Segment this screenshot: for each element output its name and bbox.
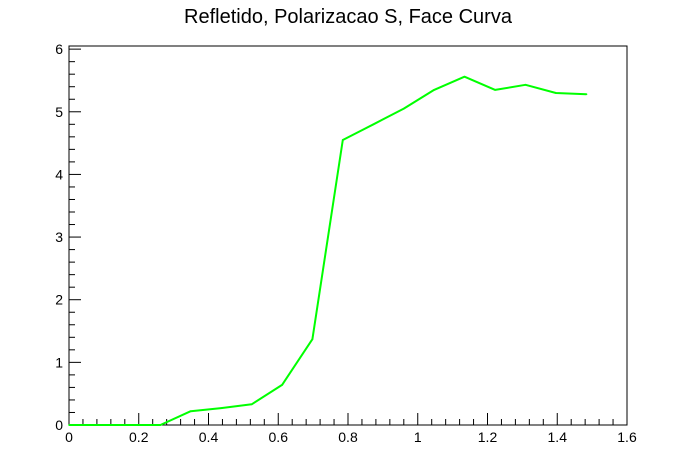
data-point: [555, 92, 557, 94]
axes-frame: [68, 45, 628, 426]
x-tick-label: 0.4: [199, 429, 219, 445]
data-point: [341, 139, 344, 141]
data-point: [311, 338, 314, 340]
y-tick-label: 0: [55, 417, 63, 433]
data-point: [129, 424, 131, 426]
x-tick-label: 0.8: [338, 429, 358, 445]
plot-frame: [68, 45, 628, 426]
data-point: [372, 123, 375, 126]
axis-ticks: 0 0.2 0.4 0.6 0.8 1 1.2 1.4 1.6 0 1 2 3 4 5 6: [55, 41, 637, 445]
y-tick-label: 3: [55, 229, 63, 245]
y-tick-label: 5: [55, 104, 63, 120]
data-point: [494, 89, 496, 91]
x-tick-label: 1: [414, 429, 422, 445]
chart-title: Refletido, Polarizacao S, Face Curva: [184, 6, 512, 28]
data-point: [68, 424, 70, 426]
data-point: [281, 384, 283, 386]
data-point: [98, 424, 101, 426]
x-tick-label: 1.4: [548, 429, 568, 445]
series-group: [68, 75, 588, 426]
y-tick-label: 2: [55, 292, 63, 308]
data-point: [250, 403, 253, 406]
data-point: [403, 107, 405, 110]
data-point: [585, 93, 588, 96]
y-tick-label: 1: [55, 354, 63, 370]
series-line: [69, 75, 587, 426]
y-tick-label: 4: [55, 166, 63, 182]
x-tick-label: 1.6: [617, 429, 637, 445]
x-tick-label: 1.2: [478, 429, 498, 445]
data-point: [220, 407, 222, 409]
data-point: [189, 410, 192, 413]
data-point: [463, 75, 466, 78]
data-point: [524, 84, 527, 86]
x-tick-label: 0: [65, 429, 73, 445]
data-point: [159, 424, 162, 426]
x-tick-label: 0.2: [129, 429, 149, 445]
y-tick-label: 6: [55, 41, 63, 57]
x-tick-label: 0.6: [269, 429, 289, 445]
data-point: [433, 89, 435, 91]
